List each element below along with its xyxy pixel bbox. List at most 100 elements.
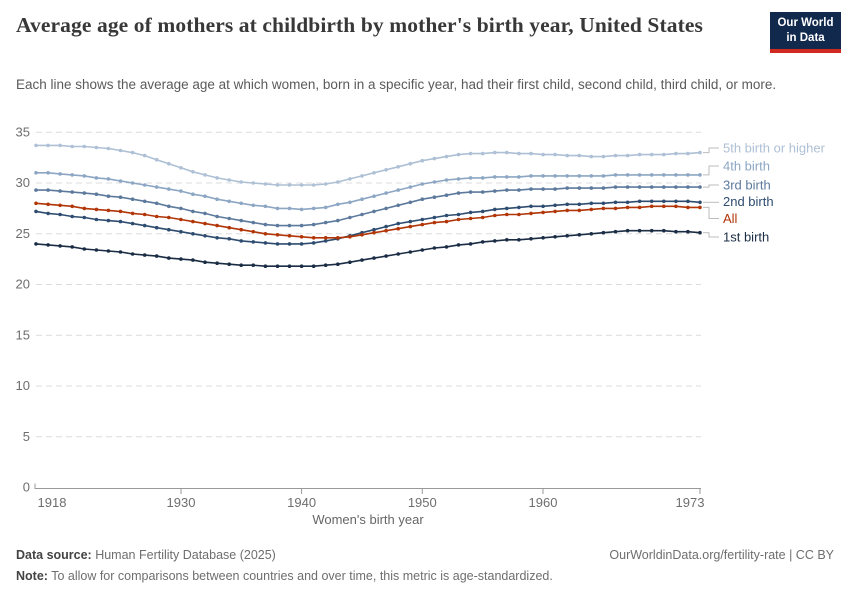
data-point <box>94 192 99 196</box>
data-point <box>34 201 38 206</box>
data-point <box>46 243 50 247</box>
data-point <box>517 175 521 179</box>
data-point <box>70 173 74 177</box>
data-point <box>662 185 666 189</box>
owid-logo[interactable]: Our World in Data <box>770 12 841 53</box>
y-tick-0: 0 <box>23 480 30 495</box>
data-point <box>348 215 352 220</box>
legend-label-5th-birth-or-higher[interactable]: 5th birth or higher <box>723 141 826 156</box>
data-point <box>529 187 533 191</box>
data-point <box>698 150 702 155</box>
data-point <box>649 204 654 209</box>
data-point <box>432 156 437 161</box>
data-point <box>311 183 316 187</box>
data-point <box>480 190 485 194</box>
data-point <box>662 152 666 157</box>
data-point <box>541 210 545 215</box>
chart-footer: Data source: Human Fertility Database (2… <box>16 545 834 588</box>
data-point <box>94 207 99 212</box>
data-point <box>130 181 135 185</box>
x-axis-title: Women's birth year <box>312 512 424 527</box>
series-4th-birth[interactable] <box>34 171 702 212</box>
data-point <box>70 144 74 149</box>
legend-label-2nd-birth[interactable]: 2nd birth <box>723 194 774 209</box>
data-point <box>263 222 268 227</box>
data-point <box>167 215 171 220</box>
data-point <box>106 249 111 253</box>
data-point <box>565 174 569 178</box>
data-point <box>456 212 461 217</box>
data-point <box>239 180 243 184</box>
data-point <box>118 209 123 214</box>
data-point <box>227 216 231 221</box>
legend-label-all[interactable]: All <box>723 211 738 226</box>
series-line <box>35 202 700 239</box>
series-2nd-birth[interactable] <box>34 199 702 246</box>
data-point <box>251 203 256 208</box>
data-point <box>251 181 256 185</box>
data-point <box>191 219 195 224</box>
data-point <box>299 235 304 239</box>
data-point <box>480 215 485 220</box>
data-point <box>505 212 509 217</box>
data-point <box>637 199 642 204</box>
data-point <box>263 241 268 245</box>
data-point <box>142 253 147 257</box>
x-tick-1918: 1918 <box>38 495 67 510</box>
legend-label-4th-birth[interactable]: 4th birth <box>723 159 770 174</box>
legend-label-3rd-birth[interactable]: 3rd birth <box>723 178 771 193</box>
data-point <box>227 262 231 267</box>
series-3rd-birth[interactable] <box>34 185 702 228</box>
data-point <box>239 239 243 243</box>
data-point <box>299 223 304 228</box>
data-point <box>517 151 521 156</box>
data-point <box>251 240 256 244</box>
data-point <box>456 152 461 157</box>
legend-label-1st-birth[interactable]: 1st birth <box>723 230 769 245</box>
data-point <box>360 212 364 217</box>
series-1st-birth[interactable] <box>34 228 702 269</box>
data-point <box>541 174 545 178</box>
data-point <box>34 143 38 148</box>
data-point <box>336 218 340 223</box>
x-axis <box>34 483 701 494</box>
data-point <box>674 229 678 234</box>
data-point <box>432 220 437 225</box>
data-point <box>215 223 219 228</box>
data-point <box>384 224 388 229</box>
data-point <box>287 206 292 211</box>
data-point <box>396 252 401 256</box>
data-point <box>637 228 642 233</box>
data-point <box>191 192 195 196</box>
data-point <box>493 175 497 179</box>
owid-citation-link[interactable]: OurWorldinData.org/fertility-rate | CC B… <box>609 548 834 562</box>
data-point <box>167 256 171 260</box>
data-point <box>601 174 606 178</box>
data-point <box>625 185 630 189</box>
data-point <box>263 264 268 269</box>
data-point <box>251 229 256 234</box>
data-point <box>130 252 135 256</box>
data-point <box>179 166 183 170</box>
data-point <box>142 199 147 204</box>
series-5th-birth-or-higher[interactable] <box>34 143 702 187</box>
legend-connectors <box>703 147 719 238</box>
data-point <box>82 206 87 211</box>
data-point <box>336 236 340 240</box>
series-all[interactable] <box>34 201 702 240</box>
data-point <box>529 204 533 209</box>
data-point <box>251 263 256 268</box>
data-point <box>372 171 376 175</box>
legend: 5th birth or higher 4th birth 3rd birth … <box>723 141 826 245</box>
data-point <box>311 206 316 211</box>
data-point <box>493 207 497 212</box>
data-point <box>408 250 413 254</box>
data-point <box>323 236 328 240</box>
data-point <box>589 232 594 236</box>
data-point <box>46 202 50 207</box>
data-point <box>34 209 38 214</box>
data-point <box>601 230 606 235</box>
series-line <box>35 200 701 245</box>
data-point <box>625 173 630 177</box>
data-point <box>456 177 461 181</box>
